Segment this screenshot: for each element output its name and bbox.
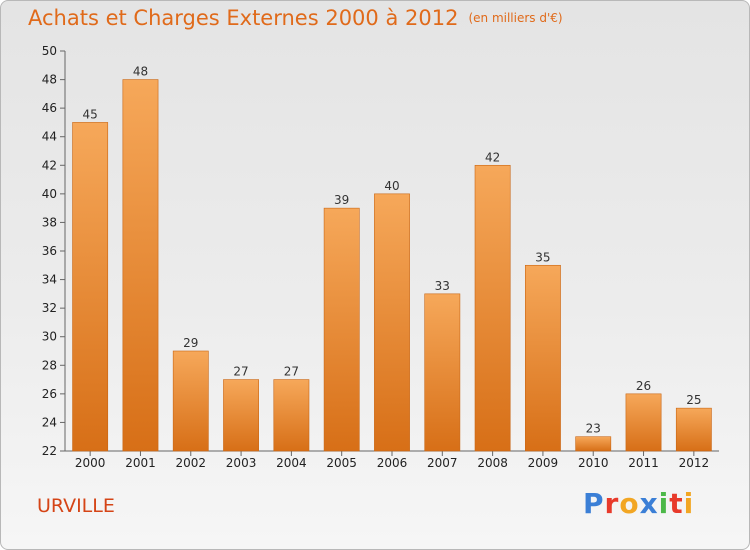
data-label-2007: 33 [435,279,450,293]
data-label-2008: 42 [485,150,500,164]
x-tick-label: 2011 [628,456,659,470]
brand-letter: P [583,487,605,520]
brand-letter: i [683,487,695,520]
bar-2008 [474,164,511,452]
y-tick-label: 28 [42,358,57,372]
y-tick-label: 22 [42,444,57,458]
y-tick-label: 38 [42,215,57,229]
y-tick-label: 40 [42,187,57,201]
x-tick-label: 2003 [226,456,257,470]
data-labels: 45 48 29 27 27 39 40 33 42 35 23 26 25 [83,65,702,436]
brand-letter: r [604,487,620,520]
data-label-2010: 23 [586,422,601,436]
data-label-2011: 26 [636,379,651,393]
y-tick-label: 44 [42,130,57,144]
data-label-2004: 27 [284,365,299,379]
bar-2002 [172,350,209,452]
x-tick-label: 2002 [175,456,206,470]
data-label-2001: 48 [133,65,148,79]
bar-2009 [525,264,561,452]
brand-letter: x [639,487,659,520]
x-tick-label: 2000 [75,456,106,470]
x-tick-label: 2006 [377,456,408,470]
data-label-2009: 35 [535,250,550,264]
brand-letter: t [669,487,684,520]
bar-2004 [273,379,310,452]
y-tick-label: 48 [42,73,57,87]
bar-2003 [223,379,259,452]
bar-2001 [122,79,159,452]
bar-2010 [575,436,612,452]
data-label-2000: 45 [83,107,98,121]
y-tick-label: 36 [42,244,57,258]
y-tick-label: 34 [42,273,57,287]
x-tick-label: 2007 [427,456,458,470]
bar-2011 [625,393,662,452]
data-label-2012: 25 [686,393,701,407]
place-name: URVILLE [37,495,115,517]
bar-2000 [72,122,109,452]
x-tick-label: 2005 [326,456,357,470]
data-label-2005: 39 [334,193,349,207]
x-tick-label: 2010 [578,456,609,470]
bar-2007 [424,293,461,452]
data-label-2003: 27 [233,365,248,379]
bar-2006 [374,193,410,452]
bar-2005 [323,207,360,452]
brand-letter: i [658,487,670,520]
data-label-2002: 29 [183,336,198,350]
x-tick-label: 2004 [276,456,307,470]
y-tick-label: 24 [42,415,57,429]
chart-title: Achats et Charges Externes 2000 à 2012 (e… [28,6,563,30]
x-tick-label: 2008 [477,456,508,470]
y-tick-label: 50 [42,44,57,58]
brand-letter: o [619,487,640,520]
proxiti-logo[interactable]: Proxiti [583,487,694,520]
data-label-2006: 40 [384,179,399,193]
x-tick-label: 2009 [528,456,559,470]
y-tick-label: 32 [42,301,57,315]
y-tick-label: 26 [42,387,57,401]
bar-2012 [675,407,712,452]
x-tick-label: 2001 [125,456,156,470]
x-tick-label: 2012 [679,456,710,470]
axes: 22 24 26 28 30 32 34 36 38 40 42 44 46 48 50 2000 2001 20… [42,44,719,470]
title-text: Achats et Charges Externes 2000 à 2012 [28,6,459,30]
bars [72,79,712,452]
y-tick-label: 46 [42,101,57,115]
y-tick-label: 42 [42,158,57,172]
unit-label: (en milliers d'€) [468,11,563,25]
y-tick-label: 30 [42,330,57,344]
